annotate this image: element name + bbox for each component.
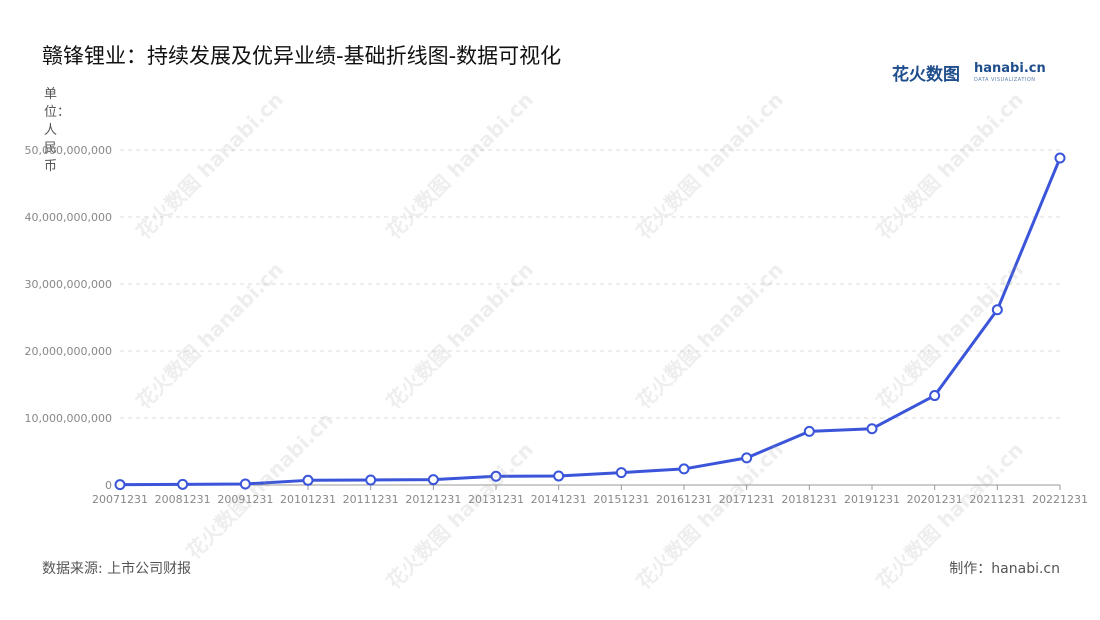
grid-layer — [120, 149, 1060, 419]
x-tick-label: 20171231 — [719, 493, 775, 506]
logo-cn-text: 花火数图 — [892, 65, 960, 85]
data-point-marker — [553, 470, 565, 482]
x-tick-label: 20181231 — [781, 493, 837, 506]
x-tick-label: 20091231 — [217, 493, 273, 506]
axis-layer: 0 10,000,000,000 20,000,000,000 30,000,000,… — [25, 144, 1088, 506]
x-tick-label: 20161231 — [656, 493, 712, 506]
y-tick-label: 40,000,000,000 — [25, 211, 112, 224]
data-point-marker — [239, 478, 251, 490]
data-source-note: 数据来源: 上市公司财报 — [42, 561, 192, 577]
y-tick-label: 0 — [105, 479, 112, 492]
x-tick-label: 20221231 — [1032, 493, 1088, 506]
x-tick-label: 20101231 — [280, 493, 336, 506]
data-point-marker — [678, 463, 690, 475]
x-tick-label: 20151231 — [593, 493, 649, 506]
data-point-marker — [490, 470, 502, 482]
y-tick-label: 10,000,000,000 — [25, 412, 112, 425]
x-tick-label: 20071231 — [92, 493, 148, 506]
logo-sub-text: DATA VISUALIZATION — [974, 77, 1036, 83]
data-point-marker — [803, 425, 815, 437]
data-point-marker — [302, 474, 314, 486]
data-point-marker — [114, 479, 126, 491]
data-point-marker — [177, 478, 189, 490]
chart-title: 赣锋锂业：持续发展及优异业绩-基础折线图-数据可视化 — [42, 44, 562, 68]
credit-note: 制作：hanabi.cn — [949, 561, 1060, 577]
brand-logo: 花火数图 hanabi.cn DATA VISUALIZATION — [892, 60, 1046, 86]
y-tick-label: 50,000,000,000 — [25, 144, 112, 157]
x-tick-label: 20121231 — [405, 493, 461, 506]
series-layer — [118, 156, 1062, 487]
data-point-marker — [427, 474, 439, 486]
data-point-marker — [866, 423, 878, 435]
y-tick-label: 30,000,000,000 — [25, 278, 112, 291]
data-point-marker — [615, 467, 627, 479]
data-point-marker — [365, 474, 377, 486]
x-tick-label: 20191231 — [844, 493, 900, 506]
x-tick-label: 20141231 — [531, 493, 587, 506]
marker-layer — [114, 152, 1066, 491]
series-line — [118, 156, 1062, 487]
x-tick-label: 20131231 — [468, 493, 524, 506]
data-point-marker — [1054, 152, 1066, 164]
x-tick-label: 20081231 — [155, 493, 211, 506]
data-point-marker — [741, 452, 753, 464]
x-tick-label: 20201231 — [907, 493, 963, 506]
data-point-marker — [929, 390, 941, 402]
x-tick-label: 20211231 — [969, 493, 1025, 506]
data-point-marker — [991, 304, 1003, 316]
x-tick-label: 20111231 — [343, 493, 399, 506]
logo-en-text: hanabi.cn — [974, 61, 1046, 76]
y-tick-label: 20,000,000,000 — [25, 345, 112, 358]
